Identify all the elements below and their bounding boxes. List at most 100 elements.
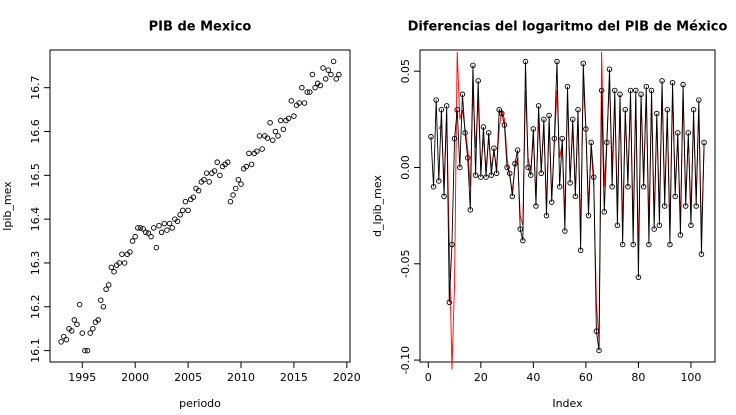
point [504,164,510,171]
chart-title: PIB de Mexico [149,20,252,35]
point [82,347,88,354]
point [116,260,123,266]
point [538,170,544,177]
point [488,172,495,178]
point [180,207,186,214]
point [320,65,326,71]
point [105,282,112,288]
point [499,110,505,117]
point [472,172,479,178]
point [680,81,686,88]
point [564,83,571,90]
point [609,183,615,190]
y-tick-label: 0.05 [399,59,412,84]
point [493,170,500,177]
y-tick-label: 16.7 [29,75,42,100]
point [230,192,236,198]
point [501,122,508,128]
point [145,230,152,236]
point [693,203,699,209]
point [76,301,83,308]
point [322,76,329,82]
point [656,222,663,229]
x-axis-label: periodo [179,397,221,410]
plot-box [49,49,351,363]
point [201,176,207,183]
x-tick-label: 40 [526,371,540,384]
point [598,87,605,94]
point [140,226,146,232]
point [132,233,138,240]
point [156,222,162,229]
point [551,135,558,142]
point [588,139,594,146]
point [638,91,644,98]
point [127,249,133,255]
y-tick-label: 16.1 [29,338,42,363]
point [61,333,67,340]
point [622,106,629,113]
point [135,225,141,231]
point [633,87,639,94]
point [58,339,64,345]
point [436,178,442,184]
point [299,84,305,91]
point [430,183,437,190]
point [111,268,117,275]
point [277,117,284,124]
plot-box [419,49,716,363]
point [520,237,526,244]
point [533,203,539,209]
point [661,203,668,209]
point [451,135,458,142]
x-tick-label: 1995 [68,371,96,384]
point [174,218,181,225]
point [137,225,144,231]
point [296,100,302,106]
point [556,183,563,190]
point [309,71,316,78]
point [535,103,542,109]
point [651,226,657,232]
point [698,251,705,257]
point [688,222,694,229]
y-axis-label: d_lpib_mex [371,175,384,237]
point [217,172,223,179]
point [596,347,602,354]
point [559,135,565,142]
point [148,233,154,240]
point [235,176,242,183]
point [467,207,474,213]
point [143,229,149,236]
point [617,91,623,98]
point [259,146,265,152]
point [68,328,75,334]
point [317,82,324,89]
point [443,103,450,109]
point [606,66,613,73]
point [575,106,581,113]
x-tick-label: 0 [425,371,432,384]
point [328,71,334,78]
point [87,330,93,336]
point [654,110,660,117]
point [438,106,445,113]
x-tick-label: 2010 [227,371,255,384]
point [177,212,183,218]
point [63,336,70,343]
point [169,225,175,231]
point [256,133,263,139]
point [570,116,576,123]
point [275,133,281,139]
point [190,194,197,200]
point [601,209,608,215]
point [577,247,584,254]
point [232,185,239,192]
point [525,164,531,171]
point [166,220,173,227]
point [254,148,260,154]
point [158,229,165,236]
point [459,91,466,98]
x-tick-label: 2000 [121,371,149,384]
y-tick-label: -0.05 [399,250,412,278]
